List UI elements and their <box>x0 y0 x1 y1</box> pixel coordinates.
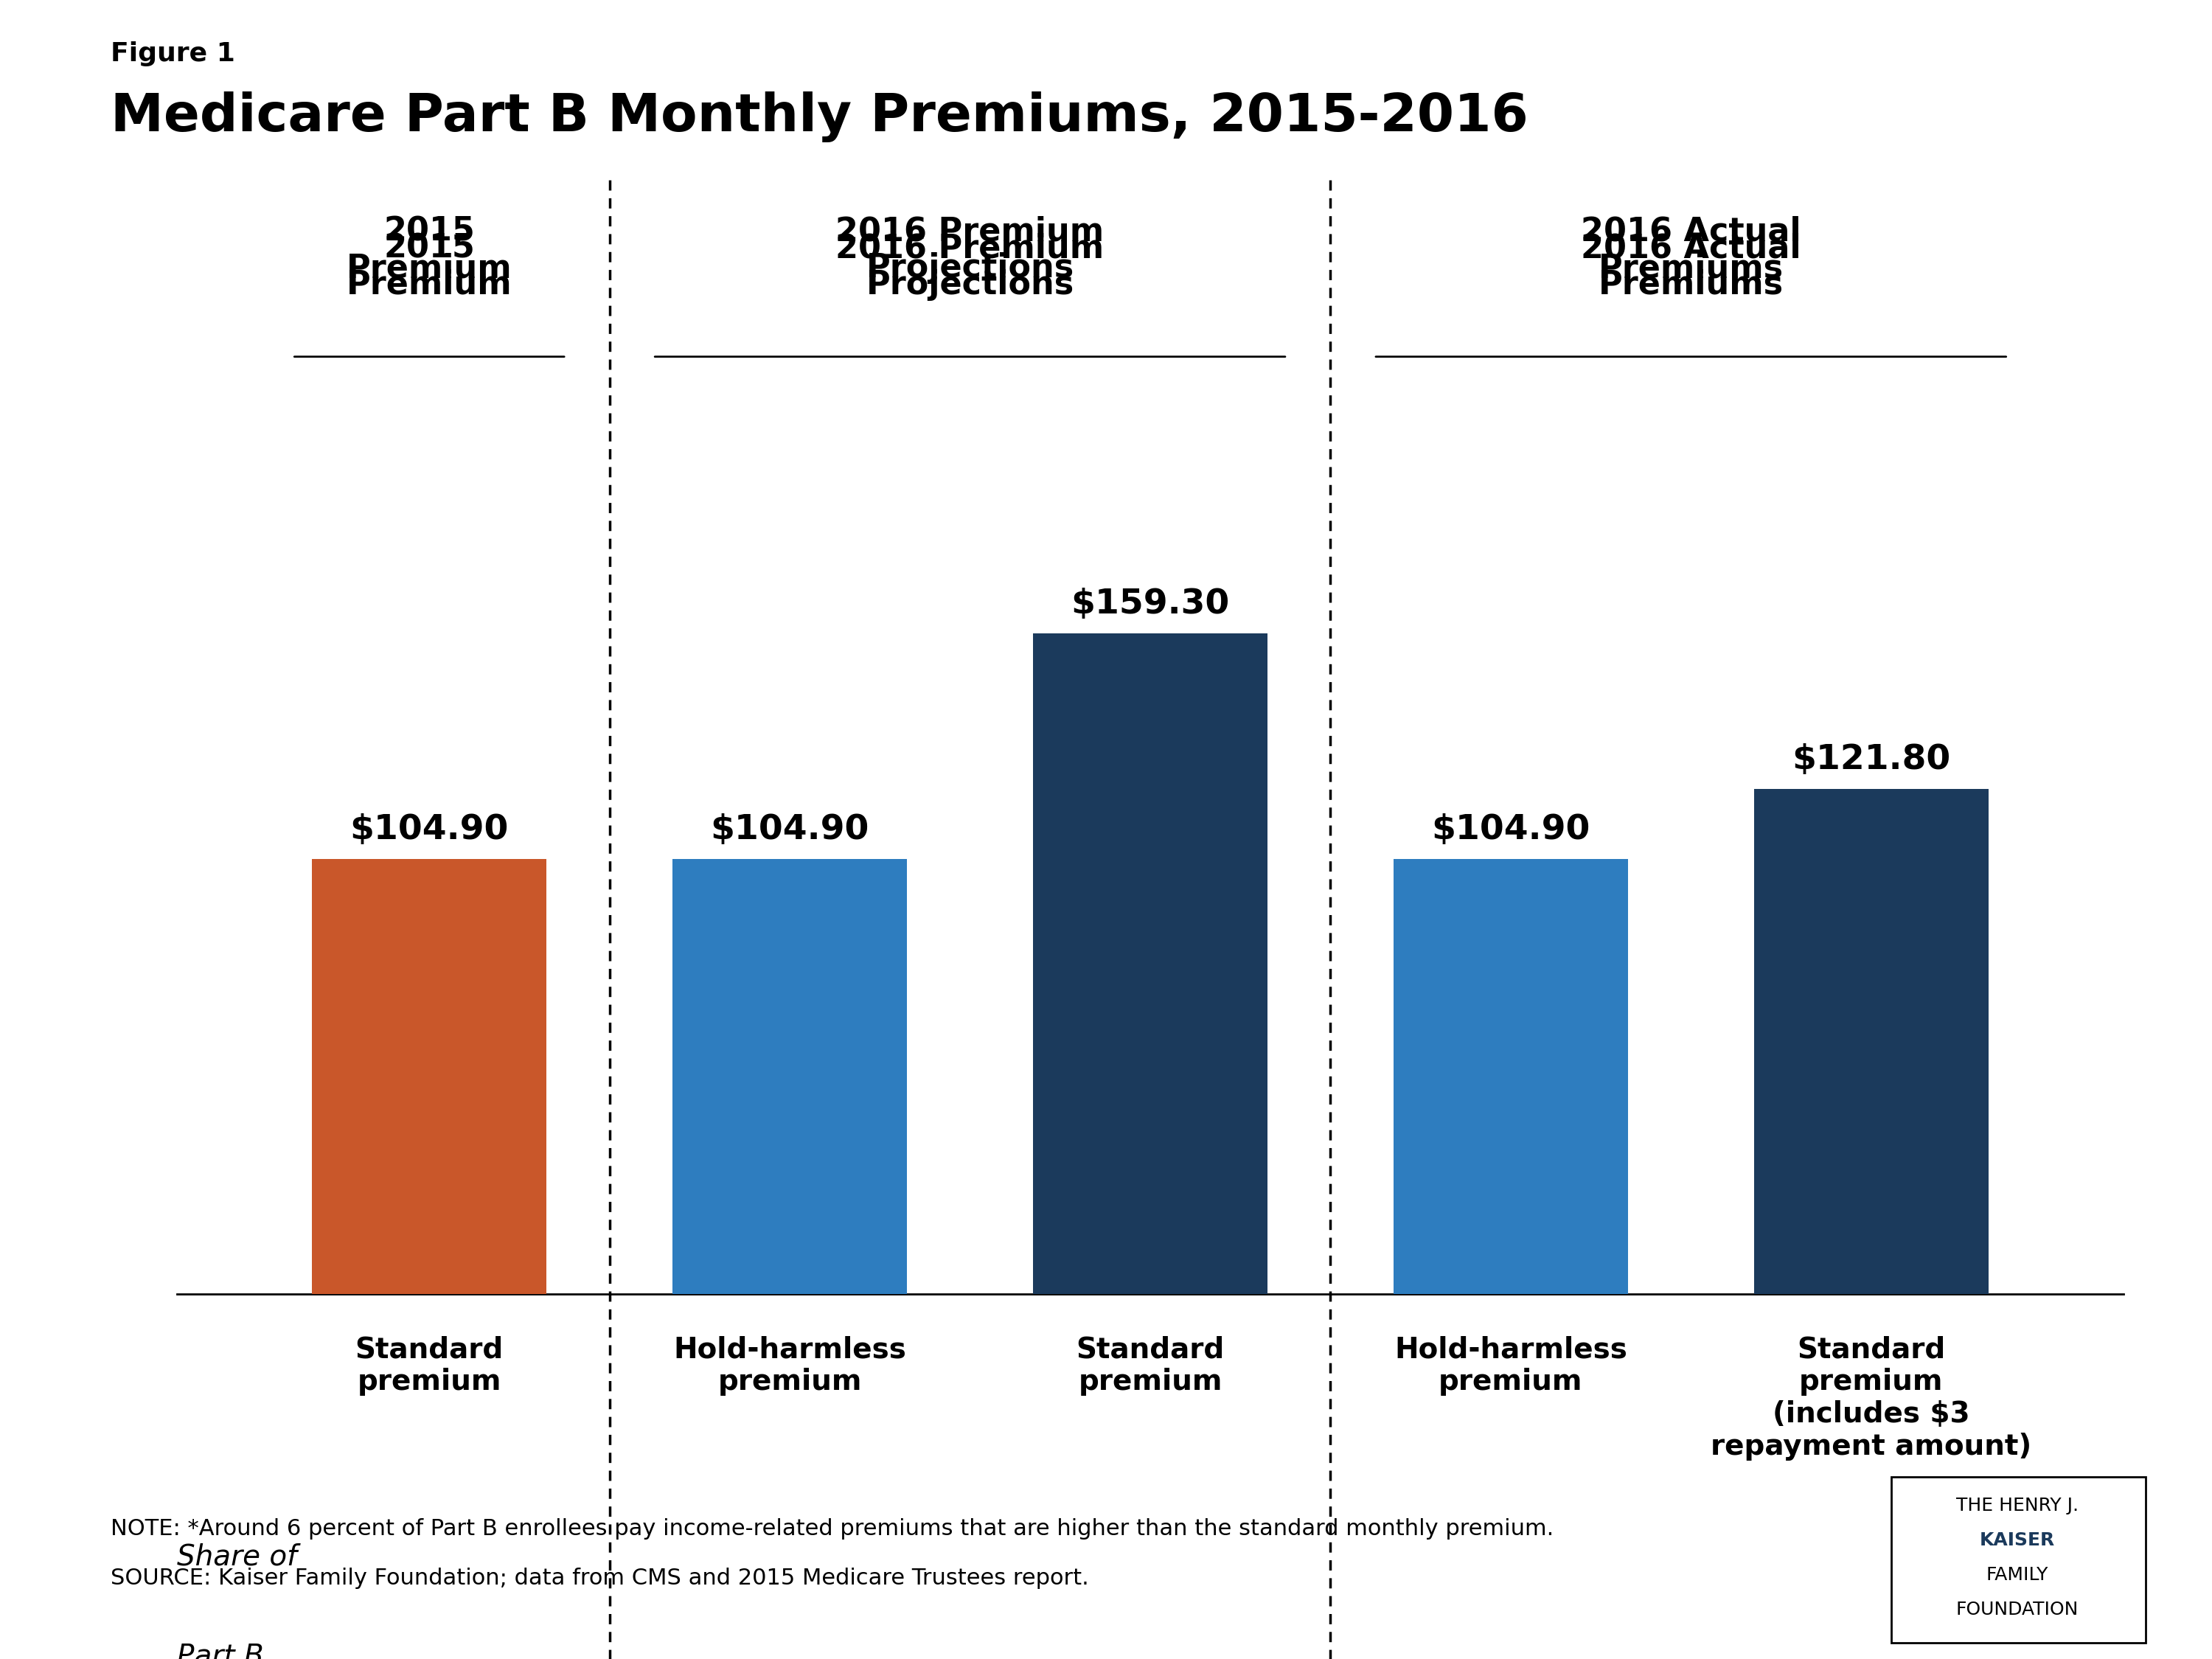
Bar <box>1033 634 1267 1294</box>
Text: Part B: Part B <box>177 1642 263 1659</box>
Text: $159.30: $159.30 <box>1071 587 1230 620</box>
Text: KAISER: KAISER <box>1980 1531 2055 1550</box>
Text: 2016 Premium
Projections: 2016 Premium Projections <box>836 232 1104 300</box>
Text: 2015
Premium: 2015 Premium <box>347 216 513 284</box>
Text: Hold-harmless
premium: Hold-harmless premium <box>1394 1335 1628 1395</box>
Text: FAMILY: FAMILY <box>1986 1566 2048 1584</box>
Text: SOURCE: Kaiser Family Foundation; data from CMS and 2015 Medicare Trustees repor: SOURCE: Kaiser Family Foundation; data f… <box>111 1568 1088 1589</box>
Text: 2016 Premium
Projections: 2016 Premium Projections <box>836 216 1104 284</box>
Text: Standard
premium
(includes $3
repayment amount): Standard premium (includes $3 repayment … <box>1710 1335 2031 1462</box>
Text: NOTE: *Around 6 percent of Part B enrollees pay income-related premiums that are: NOTE: *Around 6 percent of Part B enroll… <box>111 1518 1553 1540</box>
Text: Medicare Part B Monthly Premiums, 2015-2016: Medicare Part B Monthly Premiums, 2015-2… <box>111 91 1528 143</box>
Bar <box>312 859 546 1294</box>
Text: 2016 Actual
Premiums: 2016 Actual Premiums <box>1582 232 1801 300</box>
Text: 2016 Actual
Premiums: 2016 Actual Premiums <box>1582 216 1801 284</box>
Text: Figure 1: Figure 1 <box>111 41 234 66</box>
Text: 2015
Premium: 2015 Premium <box>347 232 513 300</box>
Text: $104.90: $104.90 <box>349 813 509 846</box>
Text: Standard
premium: Standard premium <box>1075 1335 1225 1395</box>
Text: $104.90: $104.90 <box>1431 813 1590 846</box>
Text: $121.80: $121.80 <box>1792 743 1951 776</box>
Text: THE HENRY J.: THE HENRY J. <box>1955 1496 2079 1515</box>
Text: $104.90: $104.90 <box>710 813 869 846</box>
Bar <box>1754 788 1989 1294</box>
Text: Hold-harmless
premium: Hold-harmless premium <box>672 1335 907 1395</box>
Bar <box>672 859 907 1294</box>
Text: FOUNDATION: FOUNDATION <box>1955 1601 2079 1619</box>
Text: Share of: Share of <box>177 1543 296 1571</box>
Text: Standard
premium: Standard premium <box>356 1335 504 1395</box>
Bar <box>1394 859 1628 1294</box>
